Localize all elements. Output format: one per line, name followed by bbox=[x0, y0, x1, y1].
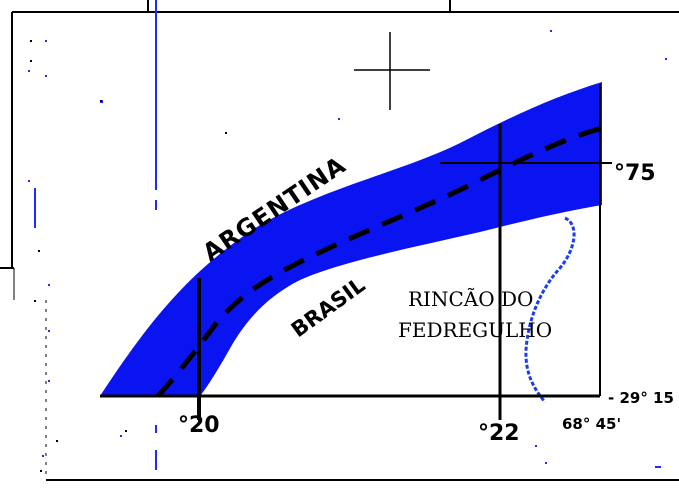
map-frame bbox=[0, 0, 679, 481]
border-line bbox=[156, 125, 603, 398]
label-rincao-line2: FEDREGULHO bbox=[398, 318, 552, 342]
label-rincao-line1: RINCÃO DO bbox=[408, 287, 533, 311]
label-marker-22: °22 bbox=[478, 421, 520, 446]
label-marker-75: °75 bbox=[614, 161, 656, 186]
stream-line bbox=[524, 216, 576, 403]
label-marker-20: °20 bbox=[178, 413, 220, 438]
scan-noise-dark bbox=[30, 40, 227, 472]
label-coord-latitude: - 29° 15 bbox=[608, 389, 674, 407]
crosshair-mark bbox=[354, 32, 430, 110]
label-brasil: BRASIL bbox=[287, 273, 370, 342]
scan-noise bbox=[28, 0, 667, 470]
label-coord-longitude: 68° 45' bbox=[562, 415, 621, 433]
